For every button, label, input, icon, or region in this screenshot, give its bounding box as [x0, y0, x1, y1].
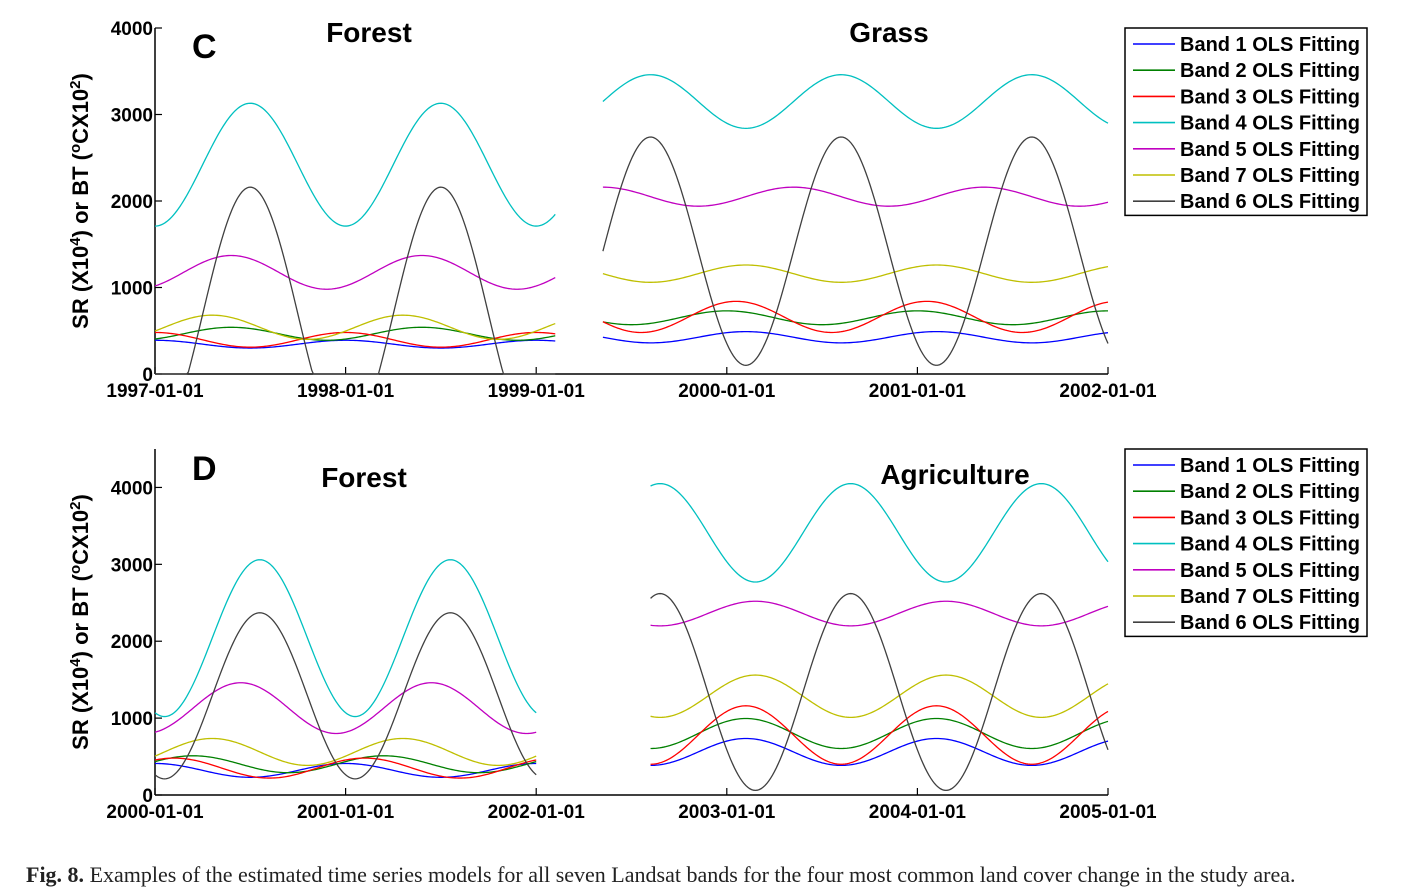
- x-tick-label: 2004-01-01: [869, 802, 967, 823]
- y-tick-label: 1000: [111, 279, 153, 300]
- caption-text: Examples of the estimated time series mo…: [84, 862, 1296, 887]
- y-axis-label-part: SR (X10: [68, 246, 93, 329]
- figure-caption: Fig. 8. Examples of the estimated time s…: [26, 862, 1426, 888]
- x-tick-label: 2003-01-01: [678, 802, 776, 823]
- series-line: [650, 600, 1109, 627]
- series-line: [602, 310, 1109, 326]
- x-tick-label: 1997-01-01: [106, 381, 204, 402]
- segment-title: Forest: [326, 17, 412, 48]
- series-line: [154, 339, 556, 349]
- y-tick-label: 2000: [111, 632, 153, 653]
- y-axis-label-part: ) or BT (: [68, 573, 93, 658]
- legend-box: [1124, 27, 1368, 217]
- y-axis-label-part: ): [68, 494, 93, 501]
- x-tick-label: 2005-01-01: [1059, 802, 1157, 823]
- series-line: [154, 559, 537, 718]
- legend: Band 1 OLS Fitting Band 2 OLS Fitting Band…: [1124, 27, 1368, 217]
- y-axis-label-part: 2: [67, 80, 84, 88]
- y-axis-label-part: ) or BT (: [68, 152, 93, 237]
- segment-title: Agriculture: [880, 459, 1029, 490]
- y-axis-label-part: o: [67, 565, 84, 574]
- x-tick-label: 2001-01-01: [869, 381, 967, 402]
- legend-entry: Band 6 OLS Fitting: [1180, 191, 1360, 213]
- series-line: [154, 254, 556, 290]
- panel-c: 0 1000 2000 3000 4000 1997-01-01 1998-01-01 199…: [67, 17, 1368, 402]
- series-line: [154, 314, 556, 341]
- series-line: [602, 186, 1109, 207]
- y-axis-label-part: 2: [67, 501, 84, 509]
- series-line: [154, 755, 537, 774]
- series-line: [650, 717, 1109, 750]
- series-line: [154, 102, 556, 227]
- series-line: [650, 705, 1109, 765]
- legend: Band 1 OLS Fitting Band 2 OLS Fitting Band…: [1124, 448, 1368, 638]
- x-tick-label: 2002-01-01: [488, 802, 586, 823]
- y-tick-label: 0: [142, 786, 153, 807]
- series-line: [650, 482, 1109, 583]
- y-tick-label: 1000: [111, 709, 153, 730]
- y-axis-label-part: 4: [67, 237, 84, 246]
- legend-entry: Band 7 OLS Fitting: [1180, 586, 1360, 608]
- x-tick-label: 2000-01-01: [106, 802, 204, 823]
- y-axis-label-part: CX10: [68, 89, 93, 144]
- series-line: [602, 300, 1109, 334]
- series-line: [154, 331, 556, 348]
- legend-entry: Band 1 OLS Fitting: [1180, 455, 1360, 477]
- y-tick-label: 0: [142, 365, 153, 386]
- caption-label: Fig. 8.: [26, 862, 85, 887]
- segment-title: Grass: [849, 17, 928, 48]
- series-line: [154, 682, 537, 735]
- legend-entry: Band 3 OLS Fitting: [1180, 507, 1360, 529]
- legend-entry: Band 3 OLS Fitting: [1180, 86, 1360, 108]
- series-line: [154, 737, 537, 767]
- panel-letter: C: [192, 28, 217, 66]
- legend-entry: Band 4 OLS Fitting: [1180, 534, 1360, 556]
- series-line: [602, 74, 1109, 129]
- panel-d: 0 1000 2000 3000 4000 2000-01-01 2001-01-01 200…: [67, 448, 1368, 823]
- y-axis-label-part: ): [68, 73, 93, 80]
- legend-box: [1124, 448, 1368, 638]
- series-line: [650, 737, 1109, 767]
- x-tick-label: 2002-01-01: [1059, 381, 1157, 402]
- series-line: [154, 612, 537, 780]
- legend-entry: Band 6 OLS Fitting: [1180, 612, 1360, 634]
- x-tick-label: 2000-01-01: [678, 381, 776, 402]
- y-tick-label: 3000: [111, 106, 153, 127]
- y-tick-label: 3000: [111, 555, 153, 576]
- series-line: [602, 330, 1109, 344]
- x-tick-label: 2001-01-01: [297, 802, 395, 823]
- x-tick-label: 1998-01-01: [297, 381, 395, 402]
- x-tick-label: 1999-01-01: [488, 381, 586, 402]
- series-line: [602, 264, 1109, 283]
- legend-entry: Band 7 OLS Fitting: [1180, 165, 1360, 187]
- series-line: [154, 326, 556, 341]
- series-line: [602, 136, 1109, 367]
- series-line: [650, 592, 1109, 792]
- legend-entry: Band 5 OLS Fitting: [1180, 139, 1360, 161]
- legend-entry: Band 1 OLS Fitting: [1180, 34, 1360, 56]
- legend-entry: Band 2 OLS Fitting: [1180, 60, 1360, 82]
- y-tick-label: 4000: [111, 478, 153, 499]
- y-tick-label: 2000: [111, 192, 153, 213]
- series-line: [155, 186, 556, 375]
- series-line: [154, 762, 537, 778]
- y-axis-label: SR (X104) or BT (oCX102): [67, 73, 93, 329]
- y-tick-label: 4000: [111, 19, 153, 40]
- y-axis-label-part: o: [67, 144, 84, 153]
- segment-title: Forest: [321, 462, 407, 493]
- legend-entry: Band 2 OLS Fitting: [1180, 481, 1360, 503]
- y-axis-label-part: 4: [67, 658, 84, 667]
- y-axis-label-part: SR (X10: [68, 667, 93, 750]
- series-line: [154, 757, 537, 779]
- legend-entry: Band 4 OLS Fitting: [1180, 113, 1360, 135]
- y-axis-label: SR (X104) or BT (oCX102): [67, 494, 93, 750]
- panel-letter: D: [192, 450, 217, 488]
- series-line: [650, 674, 1109, 718]
- y-axis-label-part: CX10: [68, 510, 93, 565]
- legend-entry: Band 5 OLS Fitting: [1180, 560, 1360, 582]
